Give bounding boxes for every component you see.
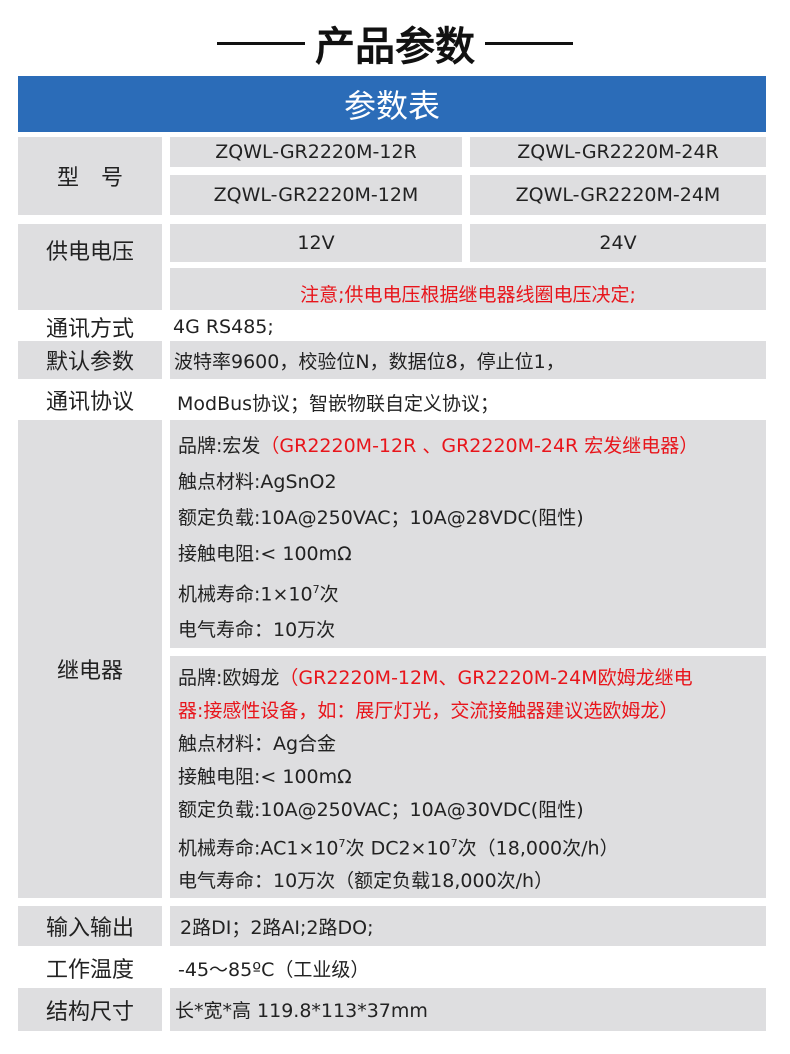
- brand-note: （GR2220M-12R 、GR2220M-24R 宏发继电器）: [260, 435, 699, 457]
- brand-text: 品牌:欧姆龙: [178, 667, 280, 689]
- brand-note: （GR2220M-12M、GR2220M-24M欧姆龙继电: [279, 667, 693, 689]
- defaults-label: 默认参数: [18, 341, 162, 379]
- model-cell: ZQWL-GR2220M-12R: [170, 137, 462, 167]
- divider: [217, 41, 305, 45]
- mech-exp: 7: [312, 583, 320, 596]
- protocol-value: ModBus协议；智嵌物联自定义协议；: [177, 393, 500, 415]
- defaults-value: 波特率9600，校验位N，数据位8，停止位1，: [170, 341, 766, 379]
- mech-text: 机械寿命:1×10: [178, 583, 313, 606]
- relay-hongfa: 品牌:宏发（GR2220M-12R 、GR2220M-24R 宏发继电器） 触点…: [170, 420, 766, 648]
- relay-omron: 品牌:欧姆龙（GR2220M-12M、GR2220M-24M欧姆龙继电 器:接感…: [170, 656, 766, 898]
- relay-mech-life: 机械寿命:1×107次: [178, 572, 766, 612]
- model-cell: ZQWL-GR2220M-12M: [170, 175, 462, 215]
- model-cell: ZQWL-GR2220M-24M: [470, 175, 766, 215]
- title-text: 产品参数: [315, 24, 475, 70]
- io-value: 2路DI；2路AI;2路DO;: [170, 906, 766, 946]
- brand-note-2: 器:接感性设备，如：展厅灯光，交流接触器建议选欧姆龙）: [178, 700, 679, 722]
- voltage-label: 供电电压: [45, 240, 134, 265]
- divider: [485, 41, 573, 45]
- relay-mech-life: 机械寿命:AC1×107次 DC2×107次（18,000次/h）: [178, 827, 766, 865]
- protocol-label: 通讯协议: [45, 389, 134, 415]
- comm-mode-value: 4G RS485;: [173, 315, 274, 338]
- comm-mode-label: 通讯方式: [45, 316, 134, 342]
- model-label: 型 号: [18, 137, 162, 215]
- model-cell: ZQWL-GR2220M-24R: [470, 137, 766, 167]
- voltage-24v: 24V: [470, 224, 766, 262]
- temp-label: 工作温度: [45, 958, 134, 983]
- mech-text: 次 DC2×10: [345, 837, 451, 860]
- relay-material: 触点材料:AgSnO2: [178, 471, 337, 493]
- relay-label: 继电器: [18, 420, 162, 898]
- brand-text: 品牌:宏发: [178, 435, 261, 457]
- size-label: 结构尺寸: [18, 988, 162, 1031]
- mech-suffix: 次: [319, 583, 339, 606]
- size-value: 长*宽*高 119.8*113*37mm: [170, 988, 766, 1031]
- relay-brand: 品牌:欧姆龙（GR2220M-12M、GR2220M-24M欧姆龙继电: [178, 662, 766, 695]
- mech-text: 机械寿命:AC1×10: [178, 837, 339, 860]
- page-title: 产品参数: [0, 14, 790, 72]
- relay-brand: 品牌:宏发（GR2220M-12R 、GR2220M-24R 宏发继电器）: [178, 428, 766, 464]
- io-label: 输入输出: [18, 906, 162, 946]
- relay-elec-life: 电气寿命：10万次（额定负载18,000次/h）: [178, 870, 554, 893]
- relay-material: 触点材料：Ag合金: [178, 733, 337, 755]
- relay-resistance: 接触电阻:< 100mΩ: [178, 543, 352, 565]
- relay-elec-life: 电气寿命：10万次: [178, 619, 336, 642]
- relay-load: 额定负载:10A@250VAC；10A@30VDC(阻性): [178, 799, 584, 821]
- voltage-note: 注意;供电电压根据继电器线圈电压决定;: [170, 268, 766, 310]
- temp-value: -45～85ºC（工业级）: [178, 958, 370, 981]
- voltage-label-cell: 供电电压: [18, 224, 162, 310]
- relay-load: 额定负载:10A@250VAC；10A@28VDC(阻性): [178, 507, 584, 529]
- voltage-12v: 12V: [170, 224, 462, 262]
- relay-resistance: 接触电阻:< 100mΩ: [178, 766, 352, 788]
- mech-exp: 7: [450, 837, 458, 850]
- mech-exp: 7: [338, 837, 346, 850]
- mech-text: 次（18,000次/h）: [457, 837, 619, 860]
- table-header: 参数表: [18, 76, 766, 132]
